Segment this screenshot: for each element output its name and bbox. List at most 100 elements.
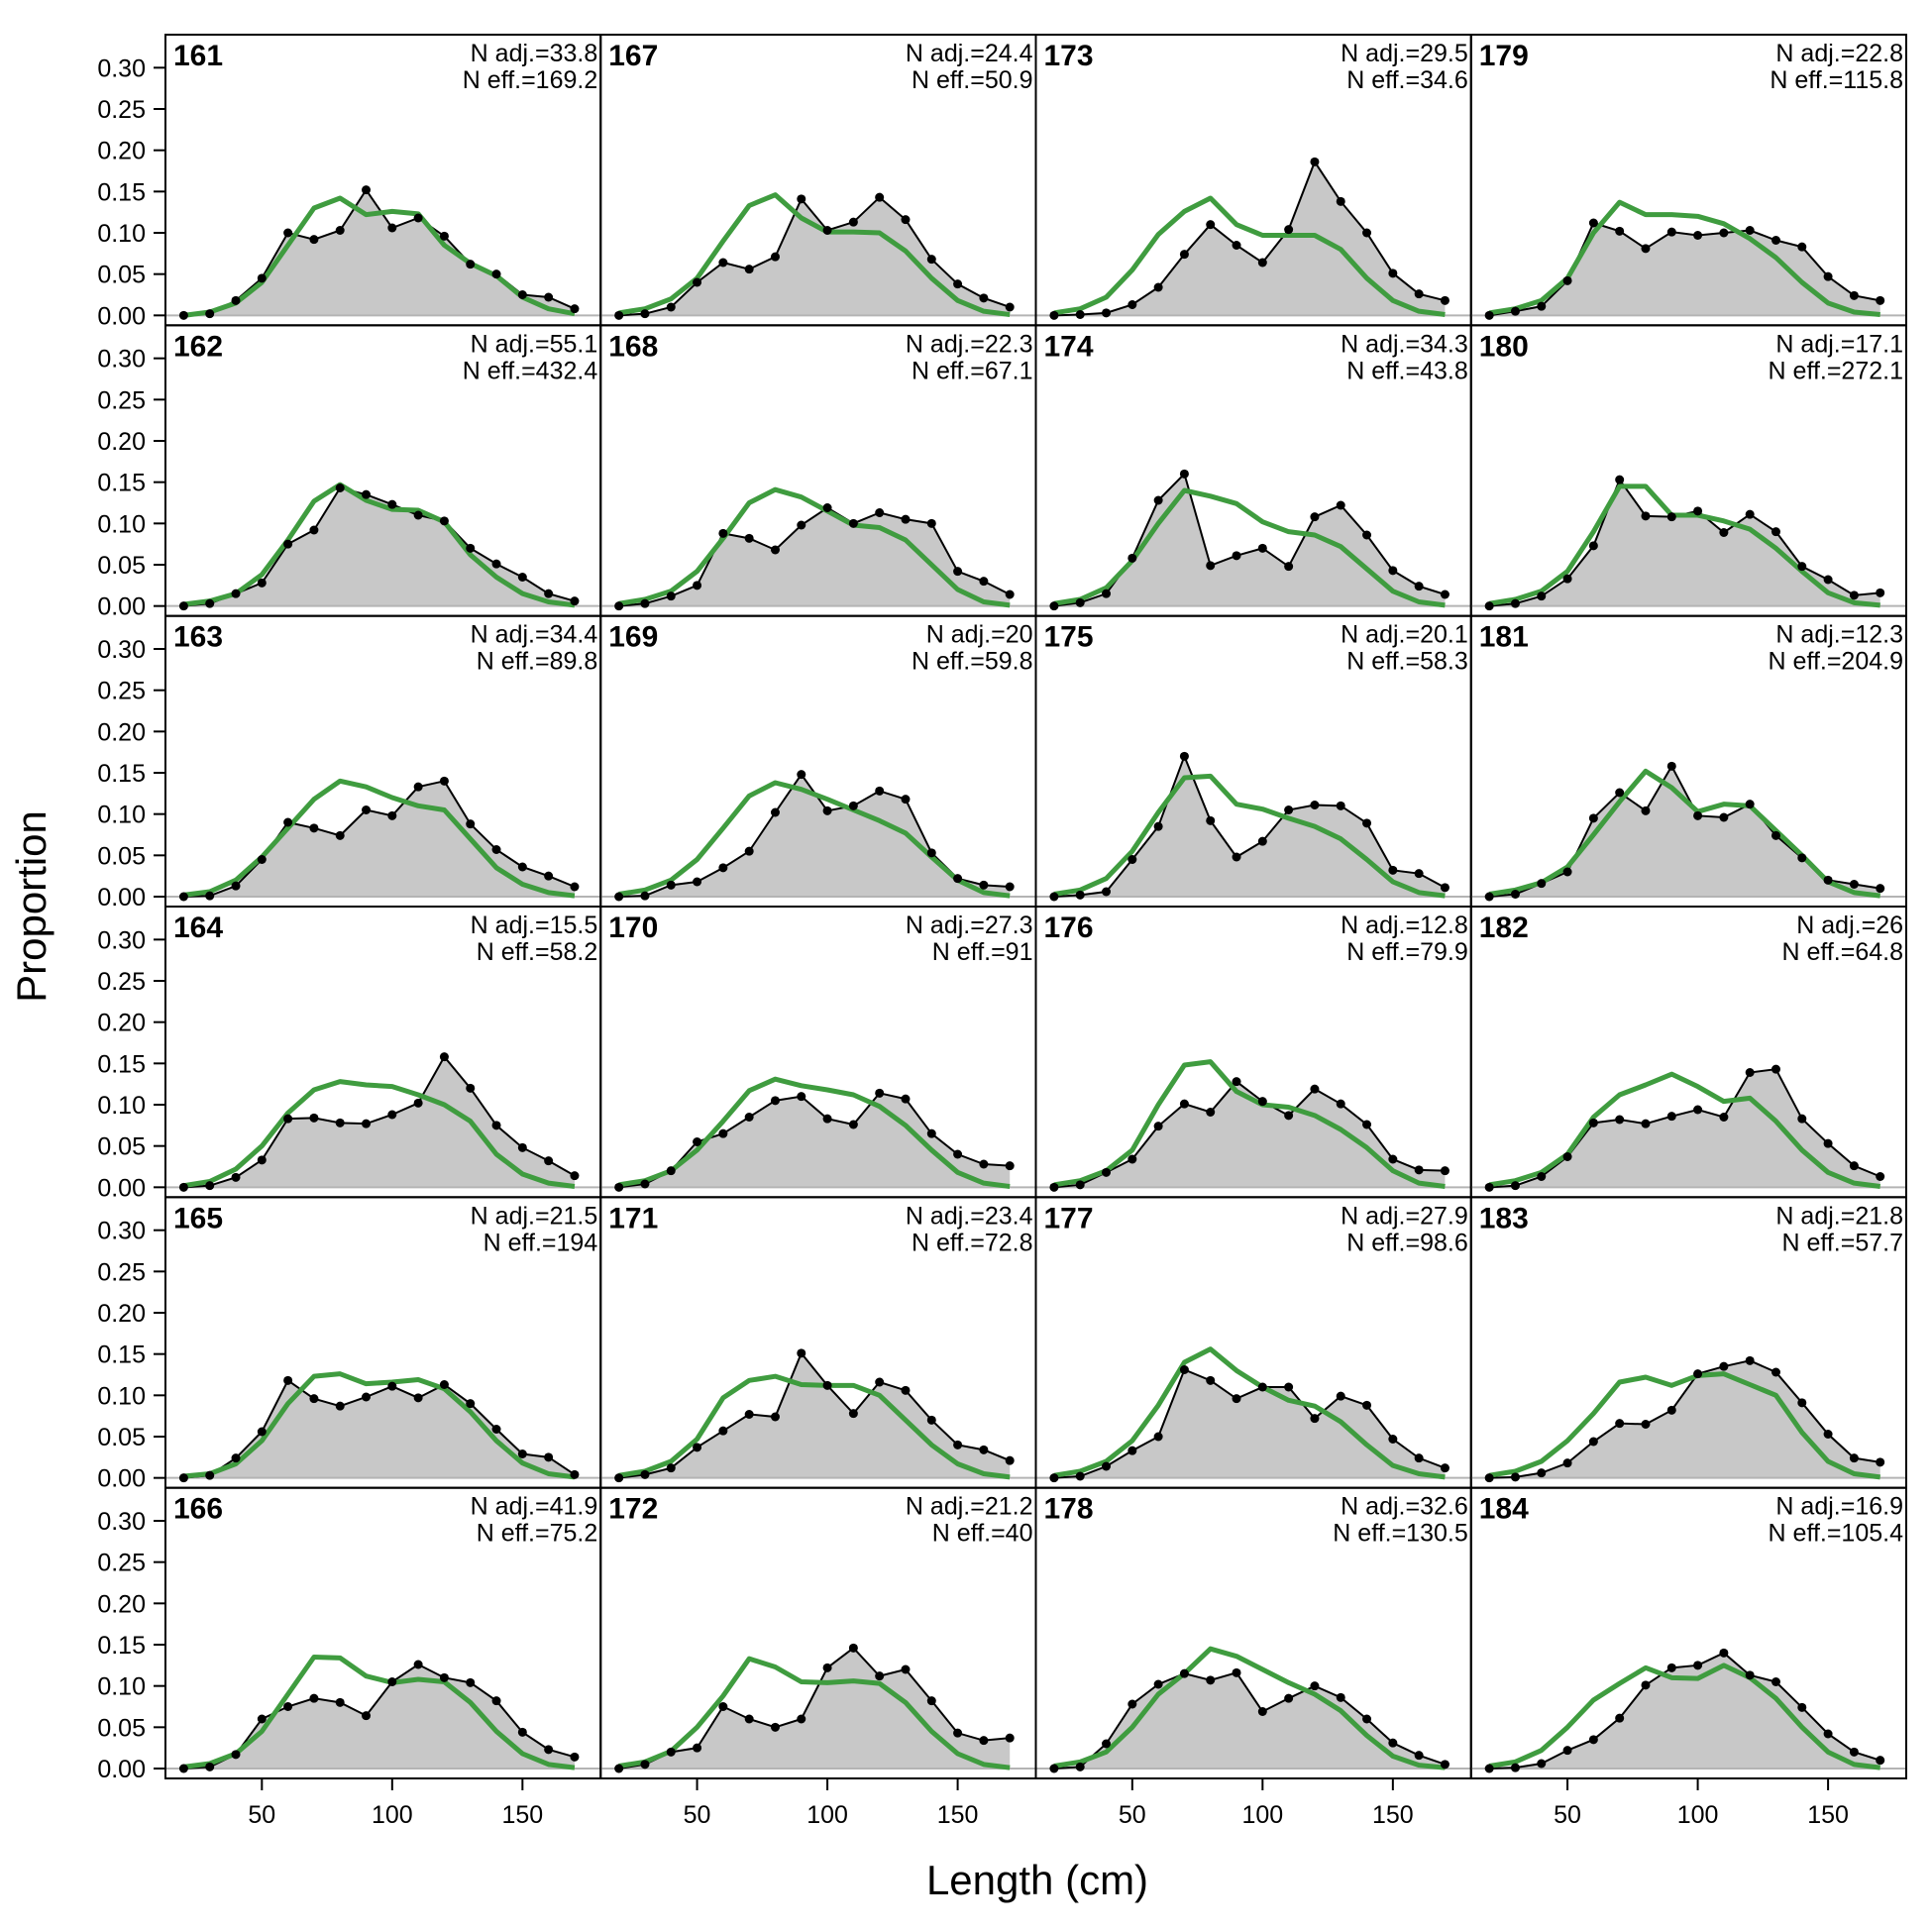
panel-label: 164 <box>173 912 223 944</box>
observed-point <box>1537 879 1547 889</box>
y-tick-label: 0.00 <box>97 593 146 621</box>
observed-point <box>1414 289 1424 299</box>
y-tick-label: 0.30 <box>97 926 146 954</box>
observed-line <box>1489 1068 1881 1189</box>
y-tick-label: 0.30 <box>97 346 146 374</box>
observed-area <box>183 487 575 606</box>
observed-area <box>183 1056 575 1188</box>
observed-point <box>1562 1152 1572 1161</box>
observed-point <box>875 508 885 517</box>
y-tick-label: 0.05 <box>97 552 146 580</box>
observed-point <box>848 518 858 528</box>
n-eff-label: N eff.=58.2 <box>477 938 598 966</box>
observed-point <box>1876 588 1885 597</box>
observed-point <box>1127 1699 1137 1709</box>
n-adj-label: N adj.=17.1 <box>1775 330 1903 358</box>
observed-point <box>1771 1367 1780 1377</box>
y-tick-label: 0.20 <box>97 718 146 746</box>
x-tick-label: 150 <box>1372 1801 1414 1829</box>
observed-line <box>1489 221 1880 317</box>
observed-line <box>1489 1359 1880 1479</box>
y-tick-label: 0.30 <box>97 1218 146 1245</box>
observed-point <box>1484 601 1494 611</box>
observed-point <box>1641 1680 1651 1690</box>
expected-line <box>183 482 576 608</box>
observed-point <box>640 1179 650 1189</box>
expected-line <box>183 1655 576 1771</box>
observed-point <box>283 228 293 238</box>
observed-line <box>183 486 576 607</box>
observed-point <box>362 805 372 814</box>
panel-184: 184 N adj.=16.9N eff.=105.4 <box>1469 1486 1907 1779</box>
observed-point <box>1232 551 1241 561</box>
expected-line <box>183 1371 576 1480</box>
observed-point <box>1588 813 1598 823</box>
observed-point <box>640 598 650 608</box>
panel-183: 183 N adj.=21.8N eff.=57.7 <box>1469 1196 1907 1489</box>
y-tick-label: 0.15 <box>97 1050 146 1078</box>
observed-point <box>848 1409 858 1419</box>
expected-line <box>618 1373 1011 1480</box>
observed-point <box>1797 562 1807 572</box>
observed-point <box>231 1750 241 1760</box>
panel-181: 181 N adj.=12.3N eff.=204.9 <box>1469 614 1907 909</box>
observed-area <box>1053 474 1446 606</box>
observed-point <box>822 226 832 235</box>
observed-point <box>1771 236 1780 245</box>
observed-point <box>178 892 188 902</box>
observed-point <box>205 598 215 608</box>
observed-area <box>1053 1369 1446 1478</box>
observed-point <box>926 848 936 858</box>
observed-point <box>1771 527 1780 537</box>
observed-point <box>666 591 676 601</box>
observed-point <box>744 533 754 543</box>
y-tick-label: 0.10 <box>97 802 146 829</box>
n-eff-label: N eff.=43.8 <box>1346 357 1468 384</box>
panel-label: 183 <box>1479 1202 1529 1234</box>
observed-point <box>257 1155 267 1165</box>
x-tick-label: 50 <box>1119 1801 1146 1829</box>
observed-point <box>1537 591 1547 601</box>
observed-point <box>1666 1405 1676 1415</box>
observed-point <box>335 830 345 840</box>
y-tick-label: 0.05 <box>97 1133 146 1161</box>
observed-point <box>205 1470 215 1480</box>
observed-point <box>413 213 423 223</box>
observed-point <box>570 1752 580 1762</box>
observed-point <box>231 589 241 598</box>
n-eff-label: N eff.=432.4 <box>463 357 598 384</box>
n-adj-label: N adj.=23.4 <box>906 1202 1033 1230</box>
observed-point <box>257 1714 267 1724</box>
observed-point <box>718 1702 728 1711</box>
panel-166: 166 N adj.=41.9N eff.=75.2 <box>164 1486 602 1779</box>
observed-point <box>1362 818 1372 828</box>
observed-point <box>1440 295 1449 305</box>
observed-point <box>231 881 241 891</box>
observed-point <box>1745 1355 1755 1365</box>
observed-point <box>1823 1138 1833 1148</box>
observed-point <box>1362 530 1372 540</box>
observed-point <box>1153 1679 1163 1689</box>
observed-point <box>1588 218 1598 228</box>
observed-point <box>1206 815 1216 825</box>
observed-point <box>466 819 476 829</box>
observed-point <box>466 543 476 553</box>
observed-point <box>362 1392 372 1402</box>
observed-point <box>1102 887 1112 897</box>
x-tick-label: 100 <box>806 1801 848 1829</box>
observed-point <box>1745 1670 1755 1680</box>
observed-point <box>848 1120 858 1129</box>
y-tick-label: 0.00 <box>97 302 146 330</box>
observed-point <box>1206 1675 1216 1685</box>
n-adj-label: N adj.=12.8 <box>1341 912 1468 939</box>
observed-point <box>466 1399 476 1409</box>
y-tick-label: 0.15 <box>97 760 146 788</box>
observed-point <box>205 1181 215 1191</box>
y-tick-label: 0.15 <box>97 178 146 206</box>
observed-point <box>718 863 728 873</box>
x-tick-label: 150 <box>501 1801 543 1829</box>
panel-180: 180 N adj.=17.1N eff.=272.1 <box>1469 324 1907 617</box>
y-tick-label: 0.30 <box>97 54 146 82</box>
observed-point <box>693 1137 702 1146</box>
